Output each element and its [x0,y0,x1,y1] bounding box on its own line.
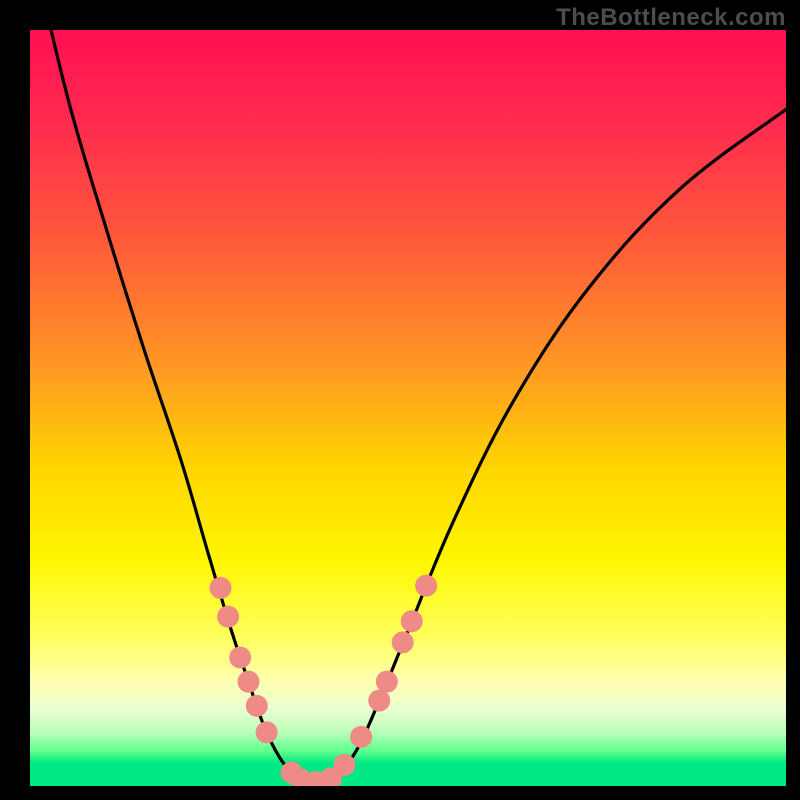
data-marker [368,690,390,712]
data-marker [246,695,268,717]
plot-area [30,30,786,786]
data-marker [392,631,414,653]
data-marker [217,606,239,628]
data-marker [210,577,232,599]
data-marker [350,726,372,748]
data-marker [401,610,423,632]
data-marker [237,671,259,693]
data-marker [334,754,356,776]
data-marker [415,575,437,597]
watermark-text: TheBottleneck.com [556,4,786,32]
chart-svg [30,30,786,786]
data-marker [376,671,398,693]
gradient-background [30,30,786,786]
data-marker [256,721,278,743]
outer-frame: TheBottleneck.com [0,0,800,800]
data-marker [229,646,251,668]
